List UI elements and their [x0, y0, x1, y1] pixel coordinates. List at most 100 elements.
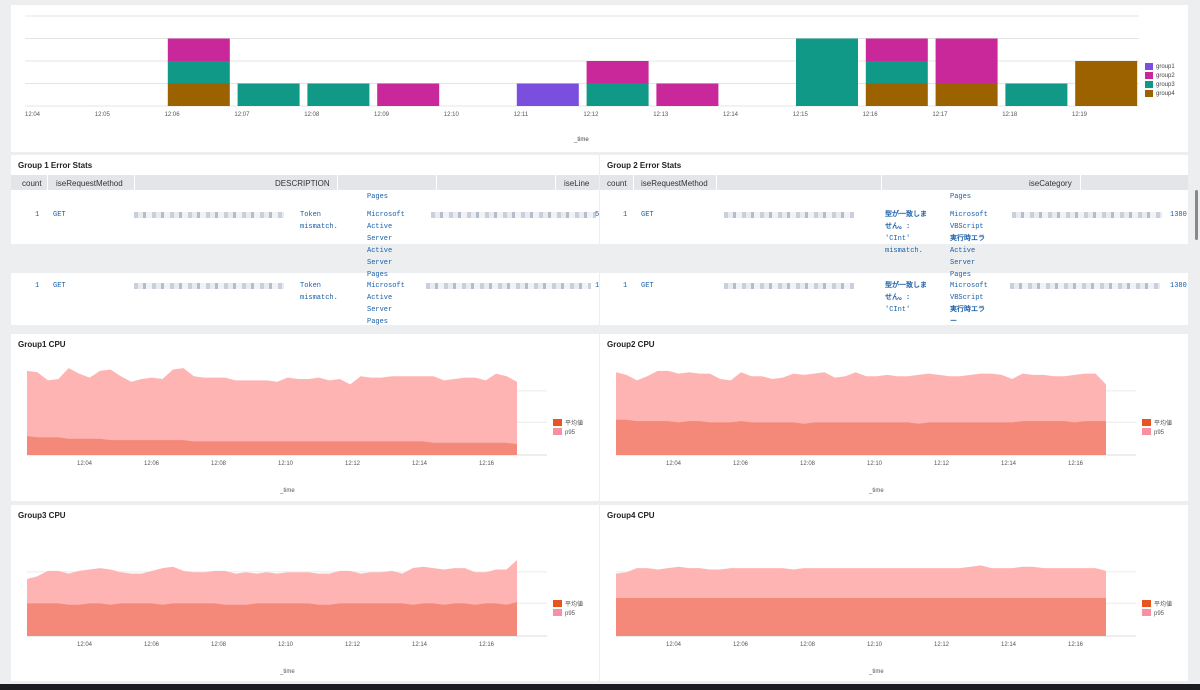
table-row[interactable]: Pages 1 GET 型が一致しま せん。: 'CInt' mismatch.…: [600, 191, 1188, 279]
legend-label-avg[interactable]: 平均値: [565, 419, 583, 427]
bar-x-tick: 12:10: [444, 112, 460, 118]
bar-group1-12:10[interactable]: [516, 83, 579, 107]
cpu-x-tick: 12:06: [733, 461, 749, 467]
bar-group3-12:05[interactable]: [167, 61, 230, 84]
group2-cpu-area-chart: 12:04 12:06 12:08 12:10 12:12 12:14 12:16 _time…: [616, 370, 1172, 494]
bar-group3-12:15[interactable]: [865, 61, 928, 84]
column-header-iseline[interactable]: iseLine: [564, 179, 590, 188]
description-cell: 型が一致しま せん。: 'CInt': [885, 282, 927, 314]
group1-cpu-area-chart: 12:04 12:06 12:08 12:10 12:12 12:14 12:16 _time…: [27, 368, 583, 494]
bar-group3-12:17[interactable]: [1005, 83, 1068, 107]
cpu-x-tick: 12:16: [479, 642, 495, 648]
iseline-cell: 5: [595, 211, 599, 219]
bar-group2-12:15[interactable]: [865, 38, 928, 62]
redacted-field: [1010, 283, 1160, 289]
avg-area[interactable]: [27, 602, 517, 636]
description-cell: 型が一致しま せん。: 'CInt' mismatch.: [885, 211, 927, 255]
legend-item-group1[interactable]: group1: [1145, 62, 1175, 71]
scrollbar-thumb[interactable]: [1195, 190, 1198, 240]
panel-title: Group1 CPU: [18, 340, 66, 349]
bar-group3-12:07[interactable]: [307, 83, 370, 107]
legend-swatch-avg: [1142, 600, 1151, 607]
pages-text: Pages: [367, 193, 389, 201]
panel-title: Group3 CPU: [18, 511, 66, 520]
cpu-x-tick: 12:08: [800, 642, 816, 648]
cpu-x-tick: 12:04: [666, 642, 682, 648]
description-cell: Token mismatch.: [300, 211, 338, 231]
group3-cpu-panel: Group3 CPU 12:04 12:06 12:08 12:10 12:12 12:1…: [11, 505, 599, 681]
legend-swatch-group1: [1145, 63, 1153, 70]
bar-group2-12:11[interactable]: [586, 61, 649, 84]
column-header-method[interactable]: iseRequestMethod: [641, 179, 708, 188]
panel-title: Group 1 Error Stats: [18, 161, 93, 170]
legend-item-group3[interactable]: group3: [1145, 80, 1175, 89]
avg-area[interactable]: [27, 436, 517, 455]
cpu-x-tick: 12:08: [211, 642, 227, 648]
column-header-description[interactable]: DESCRIPTION: [275, 179, 330, 188]
legend-label-p95[interactable]: p95: [1154, 611, 1165, 617]
count-cell: 1: [35, 282, 40, 290]
bar-group4-12:18[interactable]: [1075, 61, 1138, 106]
bar-group3-12:06[interactable]: [237, 83, 300, 107]
avg-area[interactable]: [616, 598, 1106, 636]
bar-x-tick: 12:17: [932, 112, 948, 118]
table-row[interactable]: 1 GET Token mismatch. Microsoft Active S…: [11, 273, 599, 326]
isecategory-cell: 1380: [1170, 211, 1187, 219]
column-header-count[interactable]: count: [22, 179, 42, 188]
legend-label-p95[interactable]: p95: [565, 430, 576, 436]
bar-group4-12:16[interactable]: [935, 83, 998, 107]
bar-x-tick: 12:12: [583, 112, 599, 118]
table-row[interactable]: 1 GET 型が一致しま せん。: 'CInt' Microsoft VBScr…: [600, 273, 1188, 326]
bar-group4-12:15[interactable]: [865, 83, 928, 107]
group3-cpu-area-chart: 12:04 12:06 12:08 12:10 12:12 12:14 12:16 _time…: [27, 560, 583, 675]
bar-x-tick: 12:06: [165, 112, 181, 118]
legend-item-group4[interactable]: group4: [1145, 89, 1175, 98]
column-header-count[interactable]: count: [607, 179, 627, 188]
p95-area[interactable]: [27, 368, 517, 455]
legend-label-avg[interactable]: 平均値: [1154, 600, 1172, 608]
cpu-x-axis-label: _time: [279, 488, 295, 494]
redacted-field: [426, 283, 591, 289]
legend-item-group2[interactable]: group2: [1145, 71, 1175, 80]
bar-group3-12:14[interactable]: [796, 38, 858, 107]
bar-x-tick: 12:09: [374, 112, 390, 118]
bar-group4-12:05[interactable]: [167, 83, 230, 107]
panel-title: Group 2 Error Stats: [607, 161, 682, 170]
column-header-isecategory[interactable]: iseCategory: [1029, 179, 1072, 188]
cpu-x-tick: 12:04: [666, 461, 682, 467]
table-row[interactable]: Pages 1 GET Token mismatch. Microsoft Ac…: [11, 191, 599, 279]
legend-label-avg[interactable]: 平均値: [1154, 419, 1172, 427]
group1-error-stats-panel: Group 1 Error Stats count iseRequestMeth…: [11, 155, 599, 330]
legend-swatch-avg: [553, 419, 562, 426]
legend-swatch-p95: [1142, 609, 1151, 616]
bar-group2-12:08[interactable]: [377, 83, 440, 107]
panel-title: Group4 CPU: [607, 511, 655, 520]
group2-cpu-panel: Group2 CPU 12:04 12:06 12:08 12:10 12:12 12:1…: [600, 334, 1188, 501]
product-cell: Microsoft VBScript 実行時エラ ー: [950, 282, 988, 326]
method-cell: GET: [53, 282, 66, 290]
product-cell: Microsoft Active Server Pages: [367, 282, 405, 326]
avg-area[interactable]: [616, 419, 1106, 455]
bar-group3-12:11[interactable]: [586, 83, 649, 107]
method-cell: GET: [641, 211, 654, 219]
pages-text: Pages: [950, 193, 972, 201]
legend-swatch-group4: [1145, 90, 1153, 97]
cpu-x-tick: 12:04: [77, 642, 93, 648]
column-header-method[interactable]: iseRequestMethod: [56, 179, 123, 188]
cpu-x-tick: 12:16: [1068, 461, 1084, 467]
bar-x-tick: 12:11: [514, 112, 529, 118]
legend-label-avg[interactable]: 平均値: [565, 600, 583, 608]
bar-x-tick: 12:05: [95, 112, 111, 118]
legend-label-p95[interactable]: p95: [1154, 430, 1165, 436]
bar-x-tick: 12:07: [234, 112, 250, 118]
cpu-x-axis-label: _time: [279, 669, 295, 675]
bar-x-tick: 12:13: [653, 112, 669, 118]
bar-group2-12:12[interactable]: [656, 83, 719, 107]
count-cell: 1: [623, 211, 628, 219]
cpu-x-tick: 12:06: [144, 461, 160, 467]
bar-group2-12:05[interactable]: [167, 38, 230, 62]
cpu-x-tick: 12:14: [1001, 461, 1017, 467]
bar-group2-12:16[interactable]: [935, 38, 998, 84]
product-cell: Microsoft Active Server Active Server Pa…: [367, 211, 405, 279]
legend-label-p95[interactable]: p95: [565, 611, 576, 617]
